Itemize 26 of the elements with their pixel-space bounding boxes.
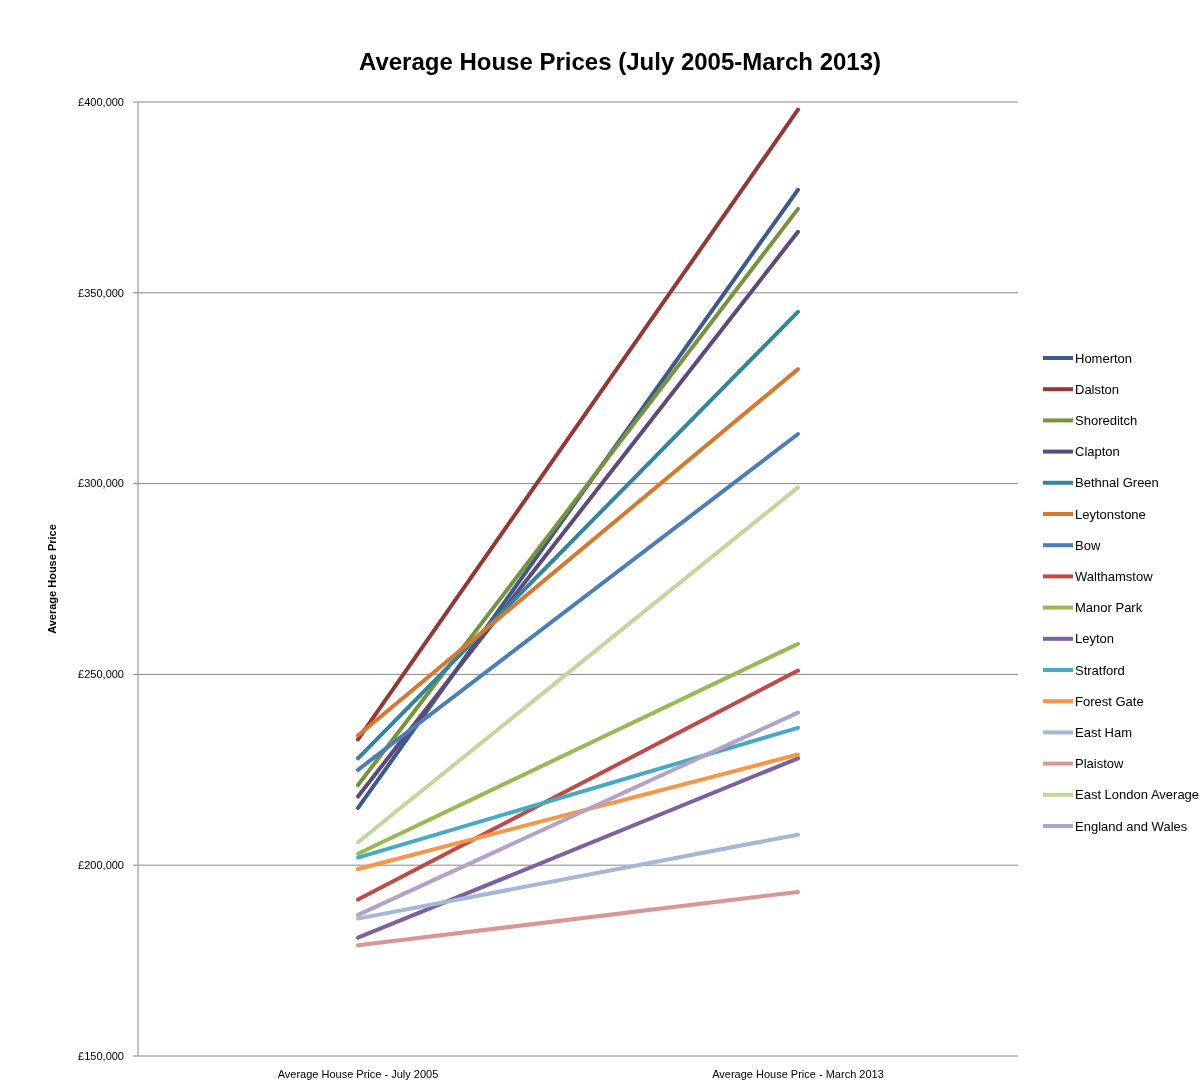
legend-label: Leytonstone [1075, 506, 1146, 522]
y-tick-label: £400,000 [78, 95, 124, 108]
legend-label: Forest Gate [1075, 693, 1144, 709]
legend-label: Plaistow [1075, 756, 1125, 772]
legend-label: Bow [1075, 537, 1101, 553]
legend-label: Homerton [1075, 350, 1133, 366]
legend-label: Walthamstow [1075, 568, 1154, 584]
legend-label: Dalston [1075, 381, 1120, 397]
y-axis-title: Average House Price [46, 524, 58, 634]
legend-label: England and Wales [1075, 818, 1188, 834]
x-tick-label: Average House Price - July 2005 [277, 1068, 439, 1080]
y-tick-label: £150,000 [78, 1049, 124, 1062]
legend-label: East Ham [1075, 724, 1133, 740]
legend-label: Leyton [1075, 631, 1115, 647]
x-tick-label: Average House Price - March 2013 [712, 1068, 884, 1080]
y-tick-label: £300,000 [78, 477, 124, 490]
legend-label: Bethnal Green [1075, 475, 1159, 491]
legend-label: Stratford [1075, 662, 1125, 678]
legend-label: Manor Park [1075, 600, 1143, 616]
chart-title: Average House Prices (July 2005-March 2013) [358, 48, 882, 75]
legend-label: Shoreditch [1075, 412, 1138, 428]
y-tick-label: £250,000 [78, 668, 124, 681]
y-tick-label: £200,000 [78, 859, 124, 872]
y-tick-label: £350,000 [78, 286, 124, 299]
legend-label: East London Average [1075, 787, 1200, 803]
legend-label: Clapton [1075, 444, 1120, 460]
